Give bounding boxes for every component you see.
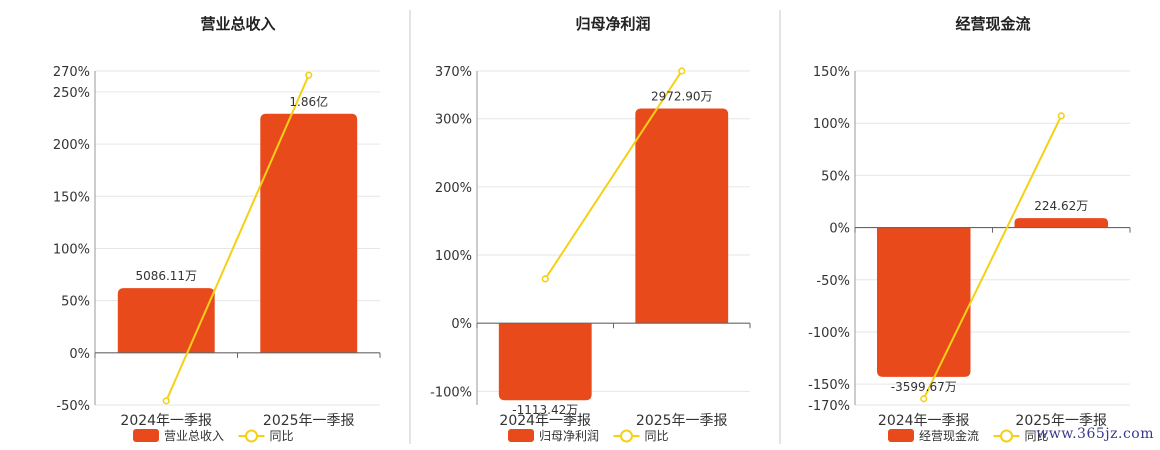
y-tick-label: 0% [829, 222, 850, 237]
x-tick-label: 2025年一季报 [263, 413, 355, 429]
legend-swatch-marker [620, 429, 633, 443]
bar-data-label: 1.86亿 [289, 94, 328, 109]
x-tick-label: 2025年一季报 [1015, 413, 1107, 429]
legend-swatch-bar [508, 429, 534, 442]
y-tick-label: -170% [808, 399, 850, 414]
x-tick-label: 2024年一季报 [499, 413, 591, 429]
legend-label: 同比 [270, 429, 294, 443]
y-tick-label: 0% [69, 347, 90, 362]
yoy-point [678, 67, 686, 75]
y-tick-label: 250% [53, 86, 90, 101]
legend-label: 营业总收入 [164, 429, 224, 443]
bar [1014, 218, 1108, 228]
y-tick-label: -100% [808, 326, 850, 341]
yoy-line [165, 74, 310, 402]
y-tick-label: 270% [53, 65, 90, 80]
y-tick-label: 150% [53, 190, 90, 205]
legend-swatch-bar [133, 429, 159, 442]
y-tick-label: 370% [435, 65, 472, 80]
yoy-point [541, 275, 549, 283]
bar-data-label: -3599.67万 [891, 380, 957, 394]
bar-data-label: 224.62万 [1034, 199, 1088, 213]
bar [635, 108, 729, 324]
chart-title: 经营现金流 [955, 15, 1030, 33]
legend-label: 同比 [645, 429, 669, 443]
y-tick-label: 100% [813, 117, 850, 132]
y-tick-label: -50% [816, 274, 850, 289]
watermark-text: www.365jz.com [1036, 426, 1154, 442]
legend-swatch-bar [888, 429, 914, 442]
bar-data-label: 5086.11万 [135, 269, 197, 283]
y-tick-label: 100% [435, 249, 472, 264]
yoy-point [162, 397, 170, 405]
bar-data-label: -1113.42万 [512, 403, 578, 417]
yoy-line [544, 70, 683, 280]
y-tick-label: 0% [451, 317, 472, 332]
x-tick-label: 2024年一季报 [878, 413, 970, 429]
bar [877, 227, 971, 377]
yoy-point [1057, 112, 1065, 120]
y-tick-label: 200% [53, 138, 90, 153]
y-tick-label: 100% [53, 242, 90, 257]
chart-title: 营业总收入 [200, 15, 275, 33]
yoy-point [305, 71, 313, 79]
y-tick-label: 300% [435, 113, 472, 128]
bar [117, 288, 215, 353]
legend-label: 归母净利润 [539, 429, 599, 443]
legend-swatch-marker [245, 429, 258, 443]
y-tick-label: 50% [821, 169, 850, 184]
y-tick-label: -150% [808, 378, 850, 393]
legend-label: 同比 [1025, 429, 1049, 443]
y-tick-label: 200% [435, 181, 472, 196]
y-tick-label: 150% [813, 65, 850, 80]
chart-title: 归母净利润 [575, 15, 650, 33]
yoy-point [920, 395, 928, 403]
legend-label: 经营现金流 [919, 428, 979, 443]
bar [260, 113, 358, 353]
y-tick-label: 50% [61, 295, 90, 310]
y-tick-label: -50% [56, 399, 90, 414]
legend-swatch-marker [1000, 429, 1013, 443]
x-tick-label: 2024年一季报 [120, 413, 212, 429]
bar-data-label: 2972.90万 [651, 89, 713, 103]
y-tick-label: -100% [430, 385, 472, 400]
yoy-line [922, 115, 1063, 400]
bar [498, 323, 592, 401]
x-tick-label: 2025年一季报 [636, 413, 728, 429]
